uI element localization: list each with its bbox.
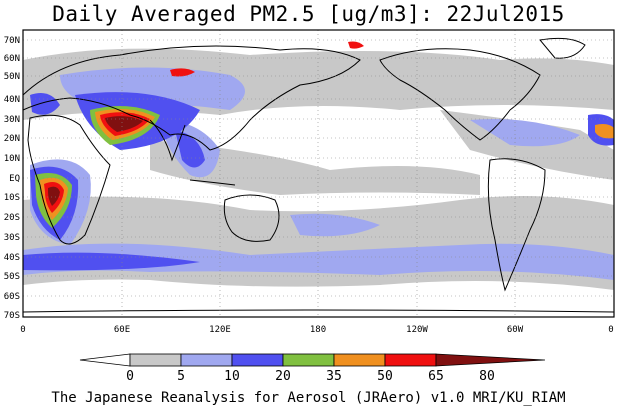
lon-label: 0 (608, 325, 613, 335)
lat-label: 30N (4, 115, 20, 125)
lat-label: 20N (4, 134, 20, 144)
lat-lon-grid (23, 30, 614, 317)
lon-label: 120W (406, 325, 428, 335)
lat-label: 50S (4, 272, 20, 282)
lon-label: 0 (20, 325, 25, 335)
lat-label: EQ (9, 174, 20, 184)
lon-label: 60W (507, 325, 524, 335)
colorbar-segment (384, 353, 437, 367)
map-frame (22, 29, 615, 318)
colorbar-segment (79, 353, 131, 367)
map-title: Daily Averaged PM2.5 [ug/m3]: 22Jul2015 (52, 2, 565, 26)
colorbar-segment (435, 353, 546, 367)
lat-label: 10N (4, 154, 20, 164)
colorbar-tick-label: 20 (275, 369, 291, 384)
lat-label: 10S (4, 193, 20, 203)
colorbar-tick-label: 65 (428, 369, 444, 384)
colorbar-segment (231, 353, 284, 367)
colorbar-segment (282, 353, 335, 367)
colorbar-segment (180, 353, 233, 367)
colorbar-tick-label: 10 (224, 369, 240, 384)
lat-label: 70S (4, 311, 20, 321)
colorbar-tick-label: 0 (126, 369, 134, 384)
lon-label: 180 (310, 325, 326, 335)
lat-label: 40N (4, 95, 20, 105)
lat-label: 30S (4, 233, 20, 243)
lat-label: 60S (4, 292, 20, 302)
colorbar-tick-label: 5 (177, 369, 185, 384)
colorbar-tick-label: 80 (479, 369, 495, 384)
lat-axis: 70N 60N 50N 40N 30N 20N 10N EQ 10S 20S 3… (4, 36, 20, 321)
pm25-field (23, 41, 614, 290)
lat-label: 40S (4, 253, 20, 263)
lat-label: 50N (4, 72, 20, 82)
lat-label: 70N (4, 36, 20, 46)
colorbar-tick-label: 50 (377, 369, 393, 384)
colorbar-segment (129, 353, 182, 367)
lat-label: 20S (4, 213, 20, 223)
footer-credit: The Japanese Reanalysis for Aerosol (JRA… (51, 390, 566, 406)
colorbar-segment (333, 353, 386, 367)
colorbar-tick-label: 35 (326, 369, 342, 384)
lon-axis: 0 60E 120E 180 120W 60W 0 (20, 325, 613, 335)
lat-label: 60N (4, 54, 20, 64)
colorbar: 0 5 10 20 35 50 65 80 (79, 353, 546, 384)
lon-label: 60E (114, 325, 130, 335)
lon-label: 120E (209, 325, 231, 335)
